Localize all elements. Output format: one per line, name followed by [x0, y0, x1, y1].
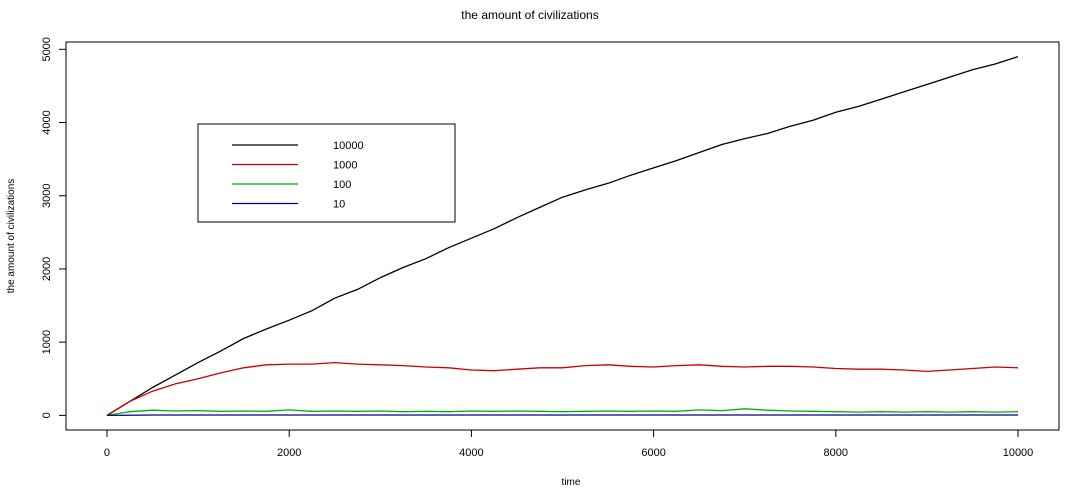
x-axis-label: time	[562, 477, 581, 488]
series-line-100	[106, 408, 1019, 417]
x-tick-label: 6000	[641, 447, 665, 459]
legend-label-100: 100	[333, 179, 351, 191]
y-tick-label: 1000	[41, 330, 53, 354]
legend-label-10: 10	[333, 199, 345, 211]
chart-title: the amount of civilizations	[461, 8, 598, 22]
series-layer	[106, 55, 1019, 417]
y-tick-label: 3000	[41, 183, 53, 207]
x-tick-label: 0	[104, 447, 110, 459]
y-tick-label: 5000	[41, 37, 53, 61]
y-axis-label: the amount of civilizations	[6, 179, 17, 294]
legend-box	[197, 123, 456, 223]
legend-label-1000: 1000	[333, 160, 357, 172]
y-tick-label: 4000	[41, 110, 53, 134]
x-tick-label: 4000	[459, 447, 483, 459]
series-line-1000	[106, 361, 1019, 416]
x-tick-label: 10000	[1003, 447, 1034, 459]
plot-area-frame	[65, 41, 1060, 431]
y-axis: 0 1000 2000 3000 4000 5000	[41, 37, 66, 418]
x-tick-label: 8000	[824, 447, 848, 459]
x-axis: 0 2000 4000 6000 8000 10000	[104, 430, 1033, 459]
x-tick-label: 2000	[277, 447, 301, 459]
chart-title-group: the amount of civilizations	[461, 8, 598, 22]
y-tick-label: 0	[41, 412, 53, 418]
legend-label-10000: 10000	[333, 140, 364, 152]
legend: 10000 1000 100 10	[197, 123, 456, 223]
y-tick-label: 2000	[41, 257, 53, 281]
series-line-10000	[106, 55, 1019, 416]
